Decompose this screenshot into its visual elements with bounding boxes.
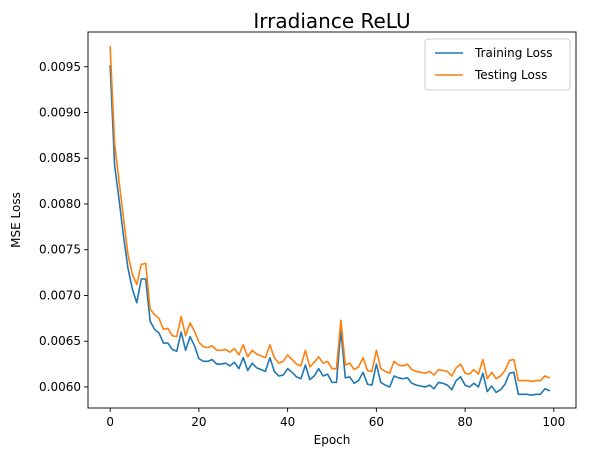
y-tick-label: 0.0060 [39, 380, 81, 394]
x-tick-label: 80 [457, 415, 472, 429]
x-tick-label: 20 [191, 415, 206, 429]
series-line-testing-loss [109, 45, 551, 383]
legend-label-testing-loss: Testing Loss [474, 68, 547, 82]
x-tick-label: 100 [542, 415, 565, 429]
legend-box [424, 38, 571, 91]
x-tick-label: 60 [369, 415, 384, 429]
y-tick-label: 0.0075 [39, 243, 81, 257]
legend-label-training-loss: Training Loss [474, 46, 552, 60]
x-tick-label: 0 [106, 415, 114, 429]
y-axis-label: MSE Loss [9, 192, 23, 248]
x-axis-label: Epoch [314, 433, 351, 447]
series-layer [109, 45, 551, 396]
y-tick-label: 0.0070 [39, 288, 81, 302]
y-tick-label: 0.0065 [39, 334, 81, 348]
legend: Training Loss Testing Loss [424, 38, 571, 91]
chart-title: Irradiance ReLU [253, 9, 410, 33]
x-axis: 0 20 40 60 80 100 [106, 408, 565, 429]
y-tick-label: 0.0095 [39, 60, 81, 74]
x-tick-label: 40 [280, 415, 295, 429]
y-tick-label: 0.0090 [39, 106, 81, 120]
plot-frame [87, 31, 577, 409]
series-line-training-loss [109, 65, 551, 396]
y-tick-label: 0.0080 [39, 197, 81, 211]
y-tick-label: 0.0085 [39, 151, 81, 165]
y-axis: 0.0060 0.0065 0.0070 0.0075 0.0080 0.0085 0.00… [39, 60, 88, 394]
